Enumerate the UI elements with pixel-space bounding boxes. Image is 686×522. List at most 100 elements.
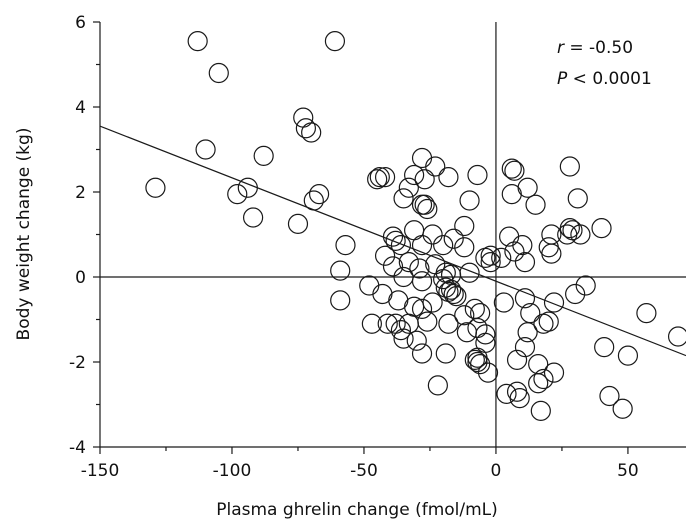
data-point <box>398 252 419 273</box>
data-point <box>303 190 324 211</box>
data-point <box>528 373 549 394</box>
data-point <box>470 303 491 324</box>
y-tick-label: -4 <box>69 438 86 458</box>
data-point <box>427 375 448 396</box>
data-point <box>417 198 438 220</box>
data-point <box>440 279 462 300</box>
data-point <box>369 167 390 188</box>
data-point <box>514 288 536 309</box>
data-point <box>422 292 443 313</box>
data-point <box>404 164 425 186</box>
data-point <box>367 169 388 190</box>
data-point <box>464 298 485 319</box>
data-point <box>467 317 488 339</box>
data-point <box>501 184 522 205</box>
data-point <box>409 258 430 279</box>
data-point <box>475 324 496 345</box>
data-point <box>227 184 248 205</box>
data-point <box>467 347 488 368</box>
data-point <box>390 320 412 341</box>
data-point <box>295 118 316 139</box>
data-point <box>504 241 525 262</box>
x-tick-label: -50 <box>350 461 378 481</box>
data-point <box>385 230 406 251</box>
y-tick-label: 4 <box>75 98 86 118</box>
y-axis-label: Body weight change (kg) <box>14 128 34 341</box>
data-point <box>411 271 433 292</box>
r-symbol: r <box>557 38 565 58</box>
data-point <box>504 160 525 181</box>
data-point <box>599 385 620 407</box>
data-point <box>301 122 322 143</box>
data-point <box>491 247 512 268</box>
data-point <box>506 381 528 402</box>
data-point <box>425 156 446 177</box>
data-point <box>543 292 565 313</box>
data-point <box>393 328 414 349</box>
data-point <box>667 326 686 347</box>
data-point <box>480 245 501 266</box>
data-point <box>575 275 596 296</box>
data-point <box>382 226 404 247</box>
data-point <box>330 260 351 281</box>
y-tick-label: 0 <box>75 268 86 288</box>
data-point <box>406 330 427 351</box>
data-point <box>467 164 488 186</box>
data-point <box>443 228 464 249</box>
data-point <box>459 190 480 211</box>
data-point <box>496 383 517 404</box>
data-point <box>208 62 229 84</box>
x-tick-label: 0 <box>491 461 502 481</box>
data-point <box>414 194 435 215</box>
x-tick-label: -100 <box>213 461 252 481</box>
data-point <box>377 313 398 334</box>
data-point <box>335 235 356 256</box>
data-point <box>594 337 615 358</box>
data-point <box>187 31 208 52</box>
x-tick-label: 50 <box>617 461 639 481</box>
data-point <box>330 290 351 311</box>
data-point <box>541 243 562 264</box>
data-point <box>411 147 433 169</box>
data-point <box>446 286 467 307</box>
data-point <box>374 245 396 266</box>
data-point <box>525 194 546 215</box>
data-point <box>612 398 633 419</box>
data-point <box>456 322 478 343</box>
data-point <box>512 235 533 256</box>
data-point <box>438 167 459 188</box>
data-point <box>393 188 414 209</box>
data-point <box>565 283 586 305</box>
data-point <box>454 305 475 326</box>
data-point <box>411 298 433 319</box>
p-symbol: P <box>557 69 568 89</box>
data-point <box>293 107 314 128</box>
data-point <box>361 313 382 334</box>
data-point <box>591 218 612 239</box>
data-point <box>559 156 580 177</box>
data-point <box>308 184 330 205</box>
data-point <box>501 158 522 179</box>
data-point <box>533 368 554 390</box>
data-point <box>287 213 309 234</box>
data-point <box>543 362 565 383</box>
data-point <box>417 311 438 332</box>
data-point <box>242 207 264 228</box>
p-value: < 0.0001 <box>567 69 652 89</box>
data-point <box>464 349 485 370</box>
data-point <box>454 215 475 237</box>
tick-labels: -4 -2 0 2 4 6 -150 -100 -50 0 50 <box>69 13 639 481</box>
data-point <box>477 362 499 383</box>
data-point <box>404 220 425 241</box>
data-point <box>382 256 404 277</box>
data-point <box>411 235 433 256</box>
data-point <box>514 337 536 358</box>
data-point <box>324 31 346 52</box>
data-point <box>195 139 216 160</box>
data-point <box>514 252 536 273</box>
r-value: = -0.50 <box>564 38 633 58</box>
data-point <box>506 349 528 370</box>
data-point <box>475 332 496 353</box>
data-point <box>411 343 433 364</box>
